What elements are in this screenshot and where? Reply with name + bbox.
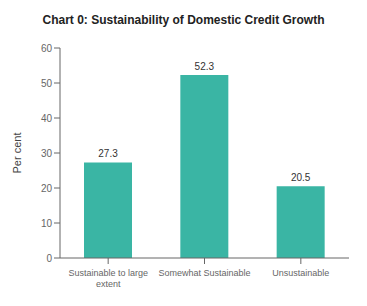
svg-text:20.5: 20.5: [291, 172, 311, 183]
svg-text:10: 10: [41, 218, 53, 229]
svg-text:Somewhat Sustainable: Somewhat Sustainable: [158, 268, 250, 278]
svg-text:50: 50: [41, 78, 53, 89]
html-text:Chart 0: Sustainability of Dom: Chart 0: Sustainability of Domestic Cred…: [42, 13, 325, 27]
svg-text:27.3: 27.3: [98, 148, 118, 159]
svg-text:Per cent: Per cent: [11, 133, 23, 174]
svg-text:60: 60: [41, 43, 53, 54]
svg-text:0: 0: [46, 253, 52, 264]
svg-text:Unsustainable: Unsustainable: [272, 268, 329, 278]
svg-text:40: 40: [41, 113, 53, 124]
svg-text:30: 30: [41, 148, 53, 159]
svg-text:Sustainable to largeextent: Sustainable to largeextent: [68, 268, 148, 289]
svg-text:52.3: 52.3: [195, 61, 215, 72]
svg-text:20: 20: [41, 183, 53, 194]
